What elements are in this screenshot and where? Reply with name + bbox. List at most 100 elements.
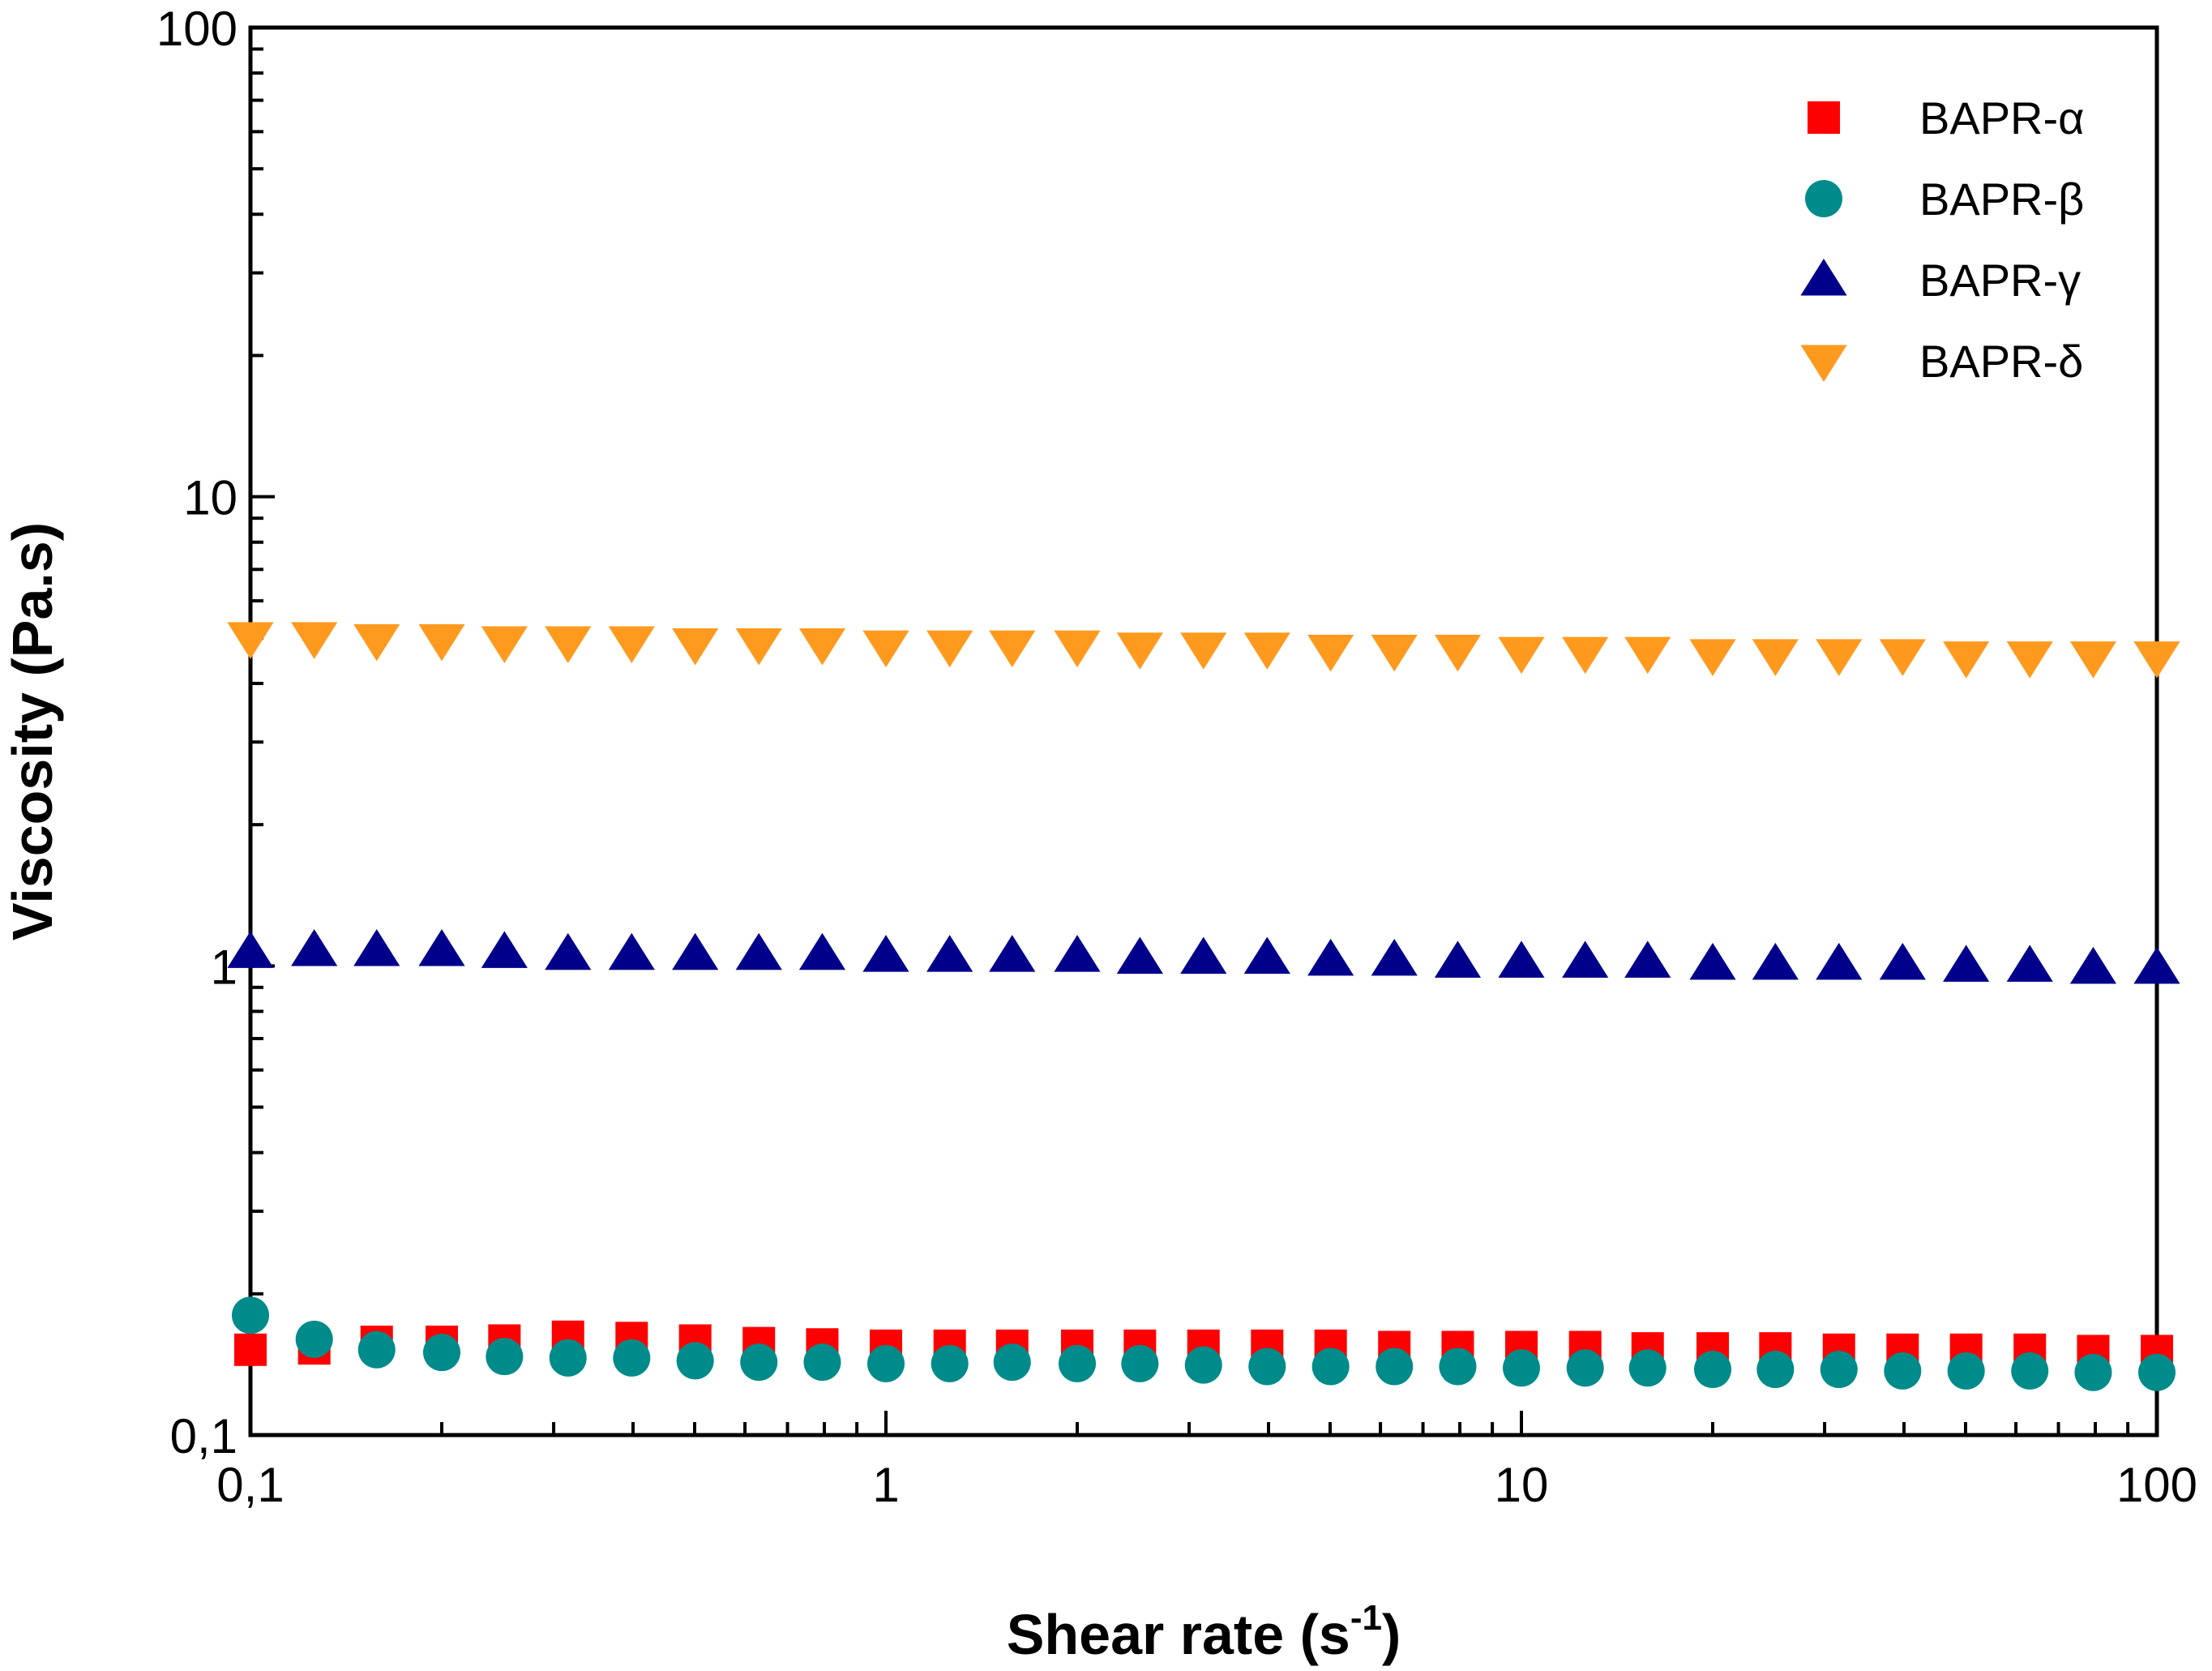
data-point — [1498, 940, 1545, 978]
data-point — [2138, 1353, 2176, 1391]
data-point — [1879, 942, 1926, 980]
legend-marker — [1805, 180, 1842, 217]
data-point — [232, 1296, 269, 1335]
data-point — [2069, 946, 2117, 984]
data-point — [418, 623, 465, 662]
data-point — [1307, 938, 1354, 976]
data-point — [2133, 641, 2180, 679]
y-tick-label: 10 — [183, 471, 237, 525]
data-point — [735, 932, 782, 970]
data-point — [481, 931, 528, 968]
x-tick-label: 10 — [1495, 1458, 1549, 1512]
data-point — [1184, 1346, 1222, 1384]
data-point — [740, 1343, 778, 1382]
data-point — [1059, 1344, 1097, 1382]
data-point — [676, 1342, 714, 1380]
data-point — [735, 628, 782, 666]
x-axis-title-main: Shear rate (s — [1007, 1603, 1350, 1666]
data-point — [1439, 1348, 1477, 1386]
data-point — [1752, 942, 1799, 980]
x-tick-label: 1 — [872, 1458, 899, 1512]
data-point — [1820, 1351, 1858, 1389]
legend-marker — [1800, 259, 1847, 296]
data-point — [1434, 634, 1482, 672]
data-point — [672, 628, 719, 666]
data-point — [2133, 946, 2180, 984]
data-point — [1307, 634, 1354, 672]
data-point — [1943, 641, 1990, 679]
x-axis-title-end: ) — [1382, 1603, 1401, 1666]
data-point — [989, 630, 1036, 668]
data-point — [2074, 1353, 2112, 1391]
data-point — [1562, 636, 1609, 675]
data-point — [1628, 1349, 1666, 1387]
data-point — [608, 932, 655, 970]
legend-label: BAPR-δ — [1919, 336, 2083, 387]
data-point — [1756, 1351, 1795, 1389]
data-point — [2011, 1352, 2049, 1390]
data-point — [291, 928, 338, 966]
data-point — [1943, 945, 1990, 982]
data-point — [1689, 942, 1736, 980]
series-circle — [232, 1296, 2176, 1391]
data-point — [862, 935, 909, 972]
data-point — [798, 628, 846, 666]
data-point — [234, 1333, 267, 1366]
data-point — [803, 1343, 841, 1382]
data-point — [2006, 641, 2053, 679]
legend: BAPR-α BAPR-β BAPR-γ BAPR-δ — [1800, 92, 2085, 387]
series-triangle-up — [227, 928, 2180, 984]
data-point — [1562, 940, 1609, 978]
data-point — [295, 1320, 333, 1358]
data-point — [1503, 1349, 1540, 1387]
data-point — [1816, 942, 1863, 980]
data-point — [867, 1344, 905, 1382]
data-point — [993, 1343, 1031, 1382]
data-point — [486, 1338, 524, 1376]
data-point — [291, 622, 338, 659]
series-triangle-down — [227, 622, 2180, 679]
data-point — [1180, 936, 1227, 974]
data-point — [549, 1339, 587, 1377]
data-point — [353, 623, 400, 662]
legend-label: BAPR-β — [1919, 174, 2084, 225]
data-point — [1434, 940, 1482, 978]
data-point — [798, 932, 846, 970]
x-axis-title: Shear rate (s-1) — [1007, 1598, 1401, 1666]
data-point — [1624, 940, 1671, 978]
y-axis-title: Viscosity (Pa.s) — [1, 522, 64, 940]
y-tick-label: 100 — [156, 2, 237, 56]
data-point — [1248, 1348, 1286, 1386]
data-point — [1371, 634, 1418, 672]
data-point — [1311, 1348, 1350, 1386]
data-point — [1498, 636, 1545, 675]
data-point — [1116, 632, 1163, 670]
data-point — [418, 928, 465, 966]
data-point — [613, 1339, 651, 1377]
data-point — [672, 932, 719, 970]
data-point — [227, 931, 274, 968]
data-point — [1947, 1352, 1985, 1390]
data-point — [353, 928, 400, 966]
data-point — [1879, 639, 1926, 676]
data-point — [1180, 632, 1227, 670]
y-tick-label: 0,1 — [170, 1409, 237, 1463]
data-point — [989, 935, 1036, 972]
legend-label: BAPR-γ — [1919, 255, 2081, 306]
data-point — [926, 630, 973, 668]
data-point — [545, 932, 592, 970]
legend-label: BAPR-α — [1919, 92, 2085, 144]
data-point — [1624, 636, 1671, 675]
data-point — [1689, 639, 1736, 676]
data-point — [926, 935, 973, 972]
data-point — [1752, 639, 1799, 676]
data-point — [357, 1330, 396, 1369]
data-point — [1054, 935, 1101, 972]
legend-marker — [1808, 101, 1840, 134]
data-point — [1816, 639, 1863, 676]
data-point — [545, 626, 592, 663]
data-point — [1371, 938, 1418, 976]
